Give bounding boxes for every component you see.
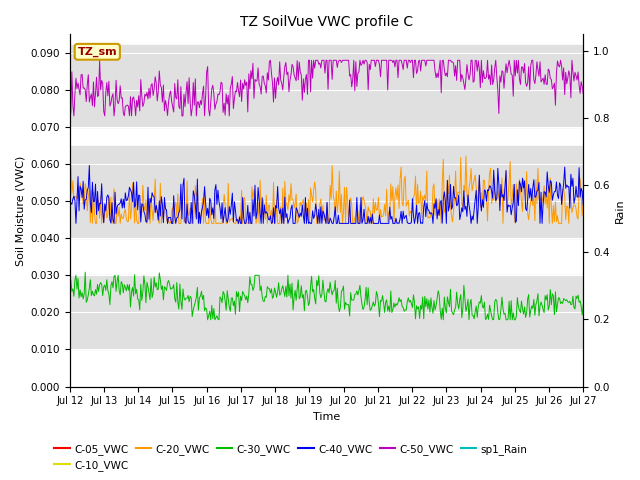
Bar: [70, 276, 583, 349]
X-axis label: Time: Time: [313, 412, 340, 422]
Text: TZ_sm: TZ_sm: [77, 47, 117, 57]
Legend: C-05_VWC, C-10_VWC, C-20_VWC, C-30_VWC, C-40_VWC, C-50_VWC, sp1_Rain: C-05_VWC, C-10_VWC, C-20_VWC, C-30_VWC, …: [50, 439, 532, 475]
Bar: [70, 46, 583, 127]
Y-axis label: Soil Moisture (VWC): Soil Moisture (VWC): [15, 156, 25, 265]
Y-axis label: Rain: Rain: [615, 198, 625, 223]
Bar: [70, 145, 583, 238]
Title: TZ SoilVue VWC profile C: TZ SoilVue VWC profile C: [240, 15, 413, 29]
